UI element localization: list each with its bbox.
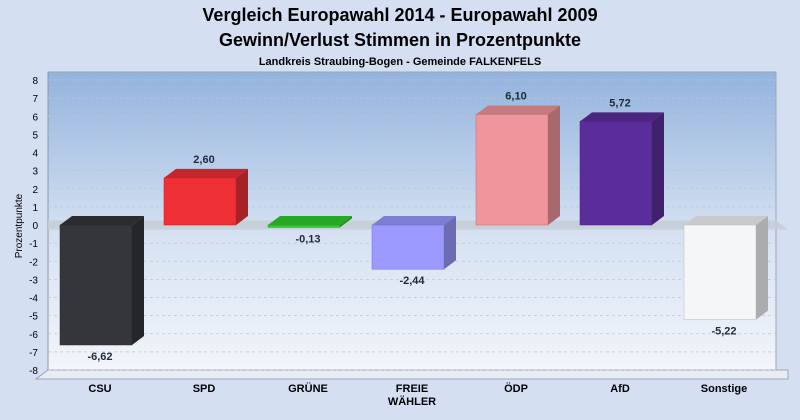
bar-front	[267, 224, 341, 228]
y-tick-label: 0	[32, 221, 38, 232]
y-tick-label: 4	[32, 149, 38, 160]
y-tick-label: 5	[32, 130, 38, 141]
y-tick-label: 2	[32, 185, 38, 196]
bar-front	[371, 224, 445, 270]
chart-subtitle: Gewinn/Verlust Stimmen in Prozentpunkte	[219, 30, 581, 50]
data-label: 6,10	[505, 90, 526, 102]
bar-side	[340, 216, 352, 228]
x-tick-label: SPD	[193, 383, 216, 395]
y-tick-label: 6	[32, 112, 38, 123]
x-tick-label: FREIE	[396, 383, 428, 395]
x-tick-label: CSU	[88, 383, 111, 395]
bar-side	[652, 112, 664, 225]
data-label: -0,13	[295, 233, 320, 245]
bar	[371, 216, 456, 270]
bar-top	[372, 216, 456, 225]
bar-top	[580, 112, 664, 122]
bar-side	[444, 216, 456, 270]
y-tick-label: 8	[32, 76, 38, 87]
y-tick-label: -7	[29, 348, 38, 359]
plot-floor	[34, 369, 789, 380]
bar-side	[548, 105, 560, 225]
y-tick-label: -5	[29, 312, 38, 323]
data-label: 2,60	[193, 154, 214, 166]
y-tick-label: 3	[32, 167, 38, 178]
bar-top	[60, 216, 144, 225]
bar-front	[59, 224, 133, 346]
y-tick-label: -4	[29, 294, 38, 305]
chart-title: Vergleich Europawahl 2014 - Europawahl 2…	[202, 5, 597, 25]
y-tick-label: 1	[32, 203, 38, 214]
bar	[267, 216, 352, 228]
y-tick-label: -6	[29, 330, 38, 341]
x-tick-label: WÄHLER	[388, 395, 436, 408]
bar-side	[756, 216, 768, 320]
bar	[163, 168, 248, 226]
y-tick-label: -3	[29, 275, 38, 286]
bar	[475, 105, 560, 226]
bar-side	[132, 216, 144, 345]
bar	[683, 216, 768, 320]
y-axis-label: Prozentpunkte	[14, 193, 25, 258]
data-label: -6,62	[87, 351, 112, 363]
x-tick-label: Sonstige	[701, 383, 747, 395]
bar-top	[476, 105, 560, 115]
data-label: -2,44	[399, 275, 425, 287]
bar-side	[236, 168, 248, 225]
y-tick-label: -8	[29, 366, 38, 377]
y-tick-label: -1	[29, 239, 38, 250]
bar	[579, 112, 664, 226]
bar-top	[684, 216, 768, 225]
bar-front	[475, 114, 549, 226]
data-label: -5,22	[711, 326, 736, 338]
chart-caption: Landkreis Straubing-Bogen - Gemeinde FAL…	[259, 56, 541, 68]
y-tick-label: -2	[29, 257, 38, 268]
bar	[59, 216, 144, 346]
x-tick-label: AfD	[610, 383, 630, 395]
y-tick-label: 7	[32, 94, 38, 105]
bar-front	[163, 177, 237, 226]
bar-front	[579, 121, 653, 226]
data-label: 5,72	[609, 97, 630, 109]
x-tick-label: ÖDP	[504, 382, 528, 395]
bar-top	[164, 168, 248, 178]
bar-front	[683, 224, 757, 320]
bar-top	[268, 216, 352, 225]
x-tick-label: GRÜNE	[288, 382, 328, 395]
